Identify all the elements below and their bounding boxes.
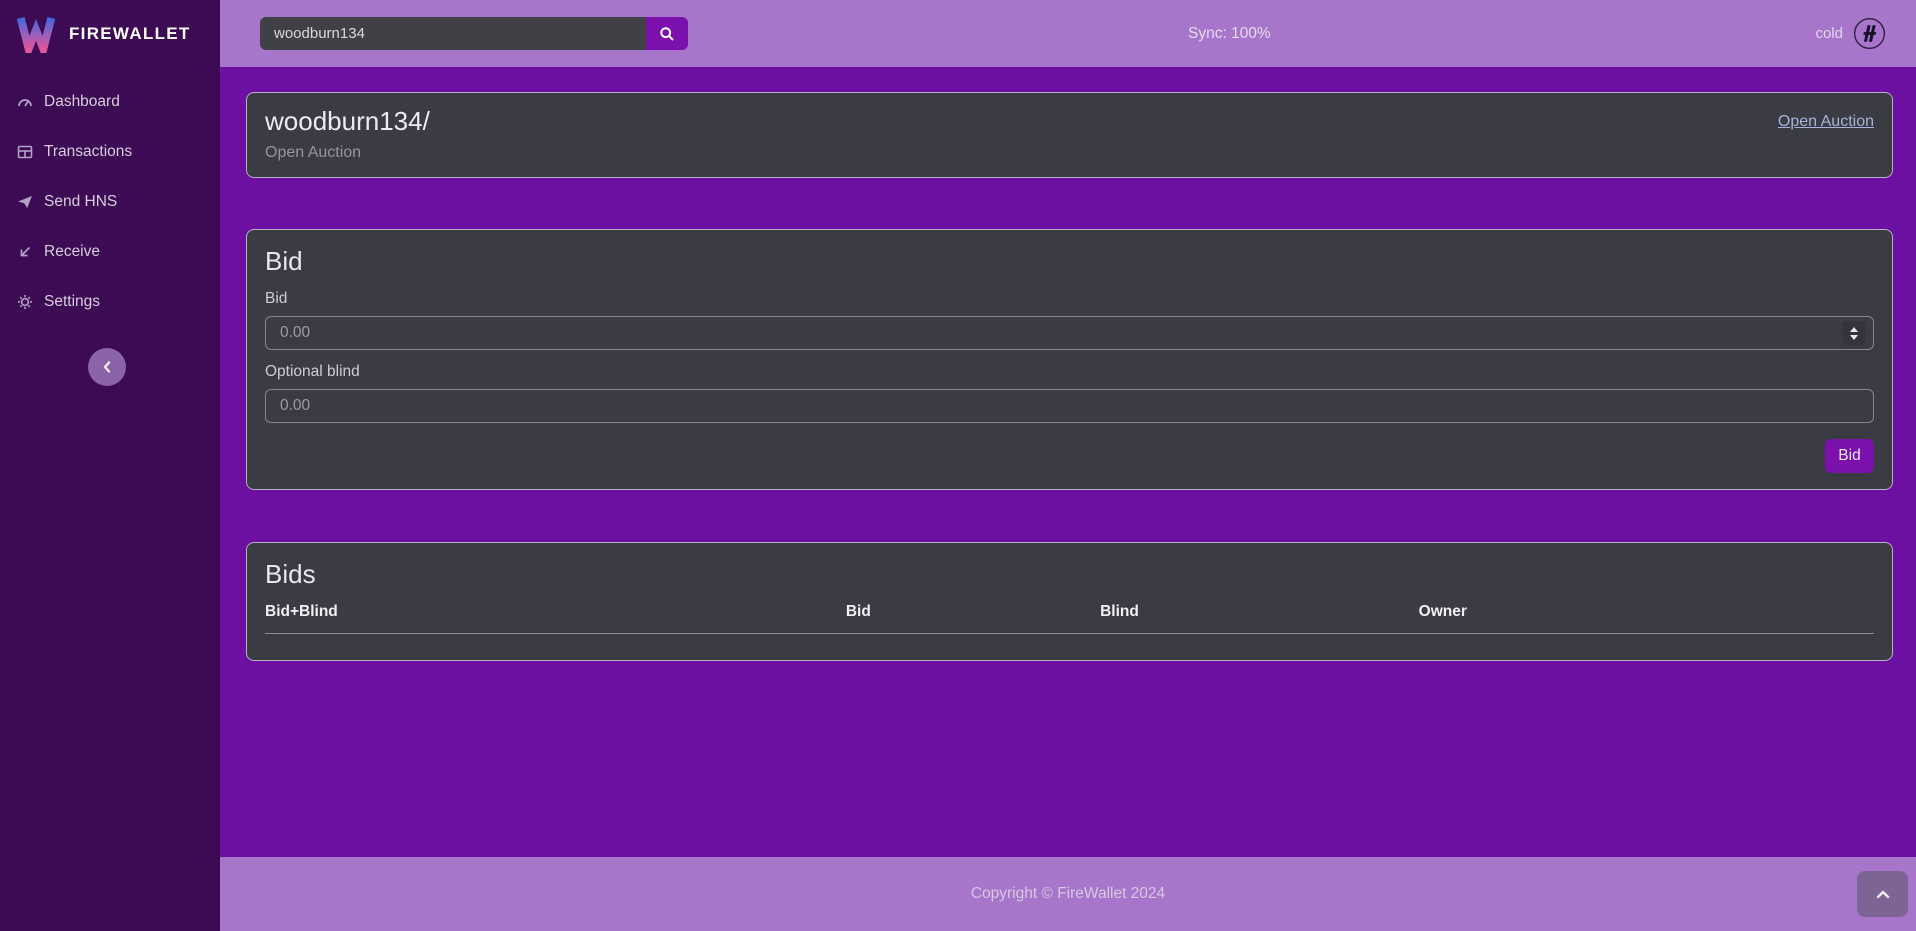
bids-table-header-row: Bid+Blind Bid Blind Owner [265,602,1874,634]
paper-plane-icon [17,194,33,210]
sidebar-item-label: Dashboard [44,93,120,110]
search-group [260,17,688,50]
bid-form-card: Bid Bid Optional blind Bid [246,229,1893,491]
spinner-down-icon[interactable] [1850,334,1858,340]
sidebar-item-label: Receive [44,243,100,260]
domain-title: woodburn134/ [265,106,430,136]
sidebar-nav: Dashboard Transactions Send HNS Receive … [0,77,220,327]
domain-card: woodburn134/ Open Auction Open Auction [246,92,1893,179]
chevron-up-icon [1876,890,1890,899]
scroll-to-top-button[interactable] [1857,871,1908,917]
wallet-indicator: cold [1815,17,1916,50]
firewallet-w-logo-icon [16,15,56,53]
chevron-left-icon [101,360,113,374]
bid-amount-input[interactable] [265,316,1874,351]
bids-heading: Bids [265,559,316,590]
footer: Copyright © FireWallet 2024 [220,857,1916,931]
gear-icon [17,294,33,310]
content-area: woodburn134/ Open Auction Open Auction B… [220,67,1916,857]
bids-card: Bids Bid+Blind Bid Blind Owner [246,542,1893,661]
domain-status: Open Auction [265,144,362,162]
blind-amount-input[interactable] [265,389,1874,424]
sidebar-item-send-hns[interactable]: Send HNS [0,177,220,227]
sidebar-item-transactions[interactable]: Transactions [0,127,220,177]
col-header-bid: Bid [845,602,1101,634]
brand-name: FIREWALLET [69,23,191,43]
search-button[interactable] [646,17,688,50]
number-spinner[interactable] [1843,321,1865,346]
sidebar-item-label: Transactions [44,143,133,160]
sync-status: Sync: 100% [1188,24,1271,42]
bid-form-actions: Bid [265,439,1874,474]
main-column: Sync: 100% cold woodburn134/ Open Auct [220,0,1916,931]
bid-field-label: Bid [265,290,288,308]
col-header-bid-blind: Bid+Blind [265,602,846,634]
col-header-owner: Owner [1418,602,1874,634]
sidebar-item-receive[interactable]: Receive [0,227,220,277]
open-auction-link[interactable]: Open Auction [1777,113,1874,130]
topbar: Sync: 100% cold [220,0,1916,67]
sidebar-item-dashboard[interactable]: Dashboard [0,77,220,127]
handshake-logo-icon[interactable] [1853,17,1886,50]
sidebar-item-settings[interactable]: Settings [0,277,220,327]
search-icon [659,26,675,42]
sidebar-item-label: Settings [44,293,101,310]
table-icon [17,144,33,160]
blind-field-label: Optional blind [265,363,360,381]
sidebar: FIREWALLET Dashboard Transactions Send H… [0,0,220,931]
spinner-up-icon[interactable] [1850,326,1858,332]
receive-arrow-icon [17,244,33,260]
brand-header: FIREWALLET [0,0,220,67]
search-input[interactable] [260,17,646,50]
gauge-icon [17,94,33,110]
sidebar-item-label: Send HNS [44,193,118,210]
sidebar-collapse-button[interactable] [88,348,126,386]
blind-field-wrap [265,389,1874,424]
bids-table: Bid+Blind Bid Blind Owner [265,602,1874,634]
bid-submit-button[interactable]: Bid [1825,439,1874,474]
domain-info: woodburn134/ Open Auction [265,106,430,162]
bid-field-wrap [265,316,1874,351]
col-header-blind: Blind [1100,602,1419,634]
wallet-name: cold [1815,25,1843,42]
bid-form-heading: Bid [265,246,303,277]
copyright-text: Copyright © FireWallet 2024 [970,885,1166,902]
